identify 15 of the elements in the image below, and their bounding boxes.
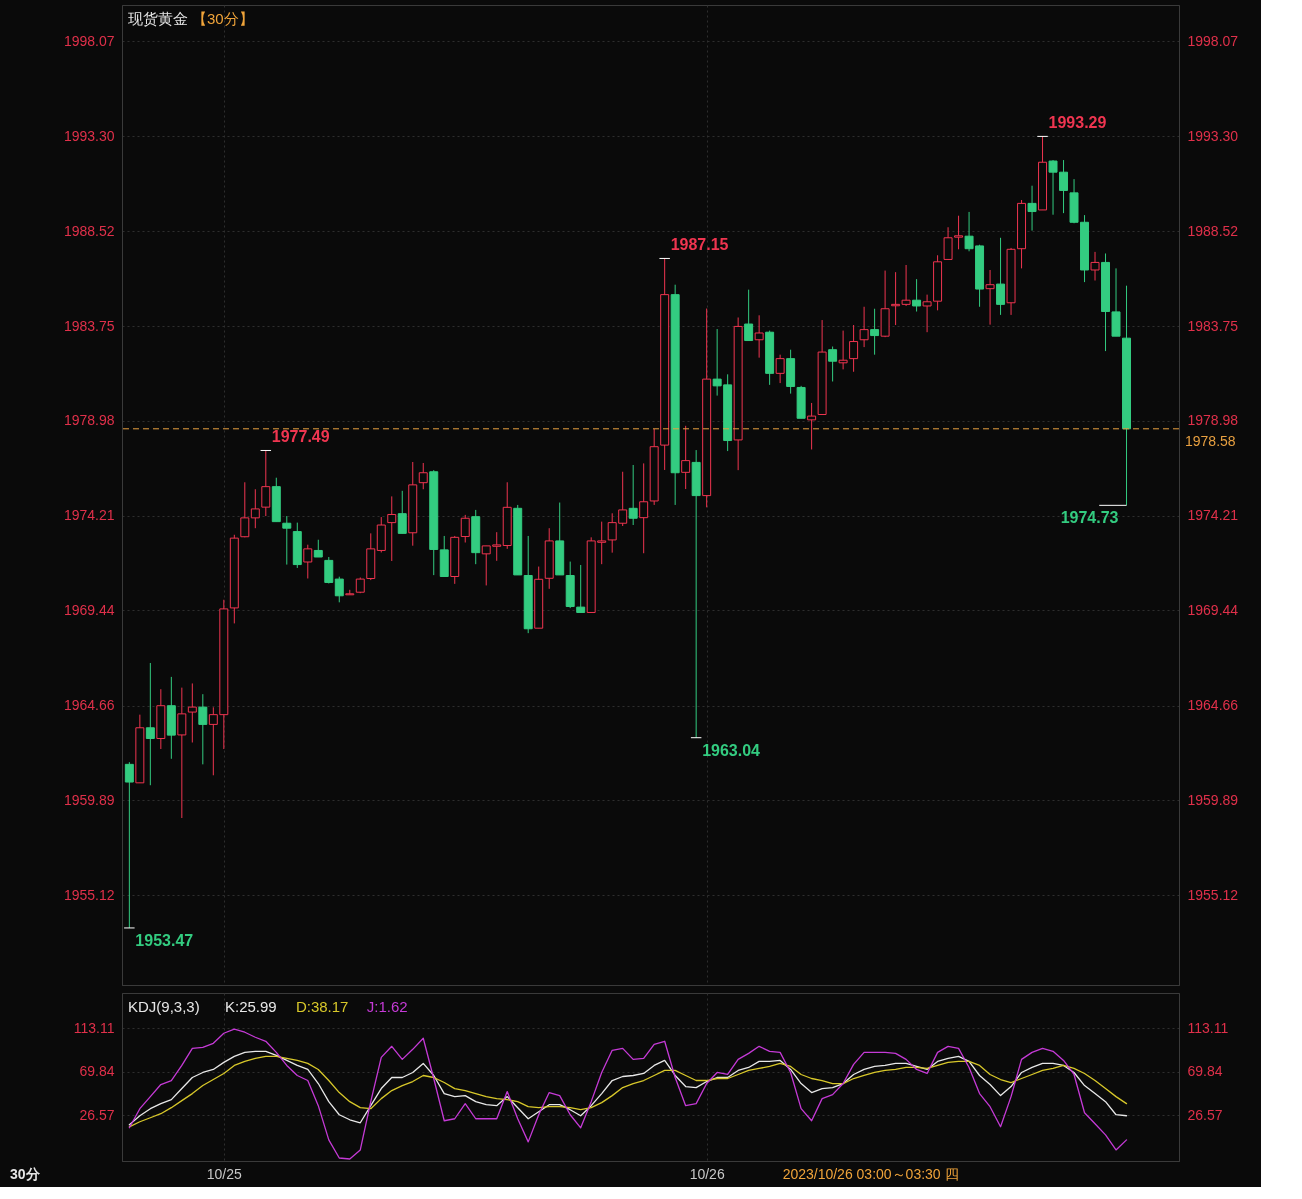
line-series xyxy=(128,1028,1128,1160)
y-tick-label: 26.57 xyxy=(79,1106,115,1123)
x-tick-label: 10/25 xyxy=(206,1165,243,1182)
series-label: J:1.62 xyxy=(366,998,408,1015)
chart-title: KDJ(9,3,3) xyxy=(128,998,200,1015)
text: D:38.17 xyxy=(295,998,349,1015)
y-tick-label: 113.11 xyxy=(73,1019,115,1036)
y2-tick-label: 69.84 xyxy=(1187,1063,1223,1080)
y2-tick-label: 26.57 xyxy=(1187,1106,1223,1123)
text: 30分 xyxy=(10,1166,41,1182)
text: 2023/10/26 03:00～03:30 四 xyxy=(782,1166,959,1182)
text: K:25.99 xyxy=(225,998,277,1015)
y2-tick-label: 113.11 xyxy=(1187,1019,1229,1036)
y-tick-label: 69.84 xyxy=(79,1063,115,1080)
x-tick-label: 10/26 xyxy=(689,1165,725,1182)
